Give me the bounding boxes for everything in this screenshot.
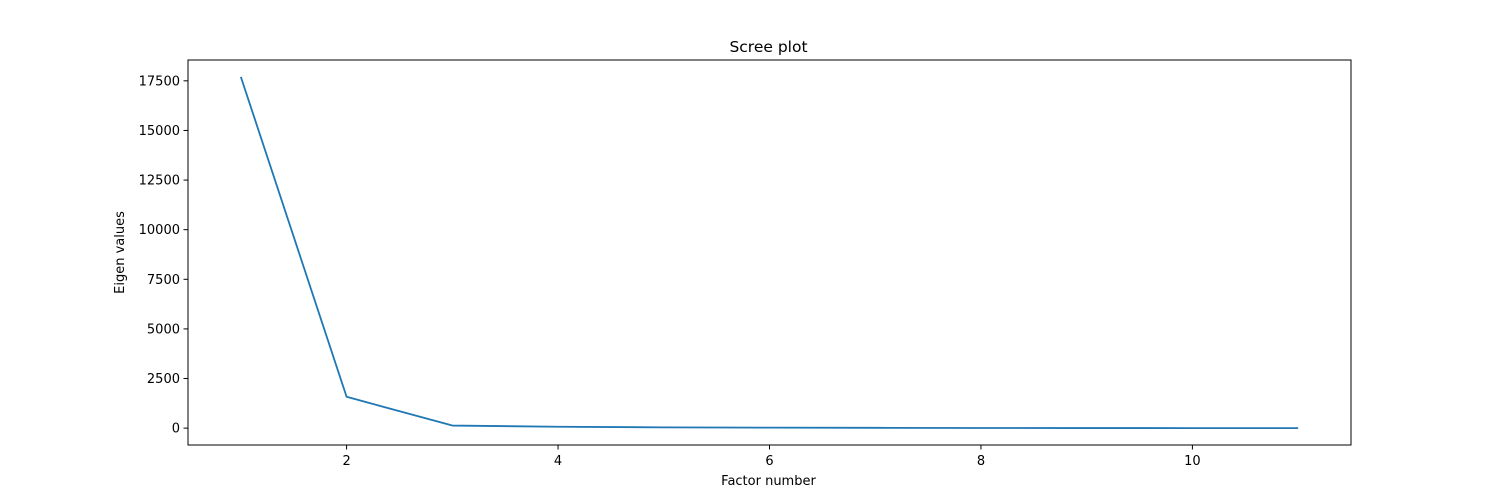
series-line-0 bbox=[240, 76, 1299, 430]
x-tick-label: 4 bbox=[554, 454, 562, 469]
y-tick-label: 10000 bbox=[139, 223, 180, 238]
plot-area bbox=[240, 76, 1299, 430]
x-tick-label: 10 bbox=[1184, 454, 1201, 469]
y-tick-label: 17500 bbox=[139, 74, 180, 89]
y-tick-label: 2500 bbox=[147, 372, 180, 387]
x-tick-label: 8 bbox=[977, 454, 985, 469]
y-tick-label: 0 bbox=[172, 422, 180, 437]
y-tick-label: 15000 bbox=[139, 124, 180, 139]
x-axis-title: Factor number bbox=[721, 474, 816, 489]
x-tick-label: 6 bbox=[765, 454, 773, 469]
y-tick-label: 5000 bbox=[147, 322, 180, 337]
x-tick-label: 2 bbox=[342, 454, 350, 469]
y-tick-label: 7500 bbox=[147, 273, 180, 288]
chart-title: Scree plot bbox=[729, 38, 807, 56]
y-axis-title: Eigen values bbox=[113, 211, 128, 294]
y-tick-label: 12500 bbox=[139, 174, 180, 189]
